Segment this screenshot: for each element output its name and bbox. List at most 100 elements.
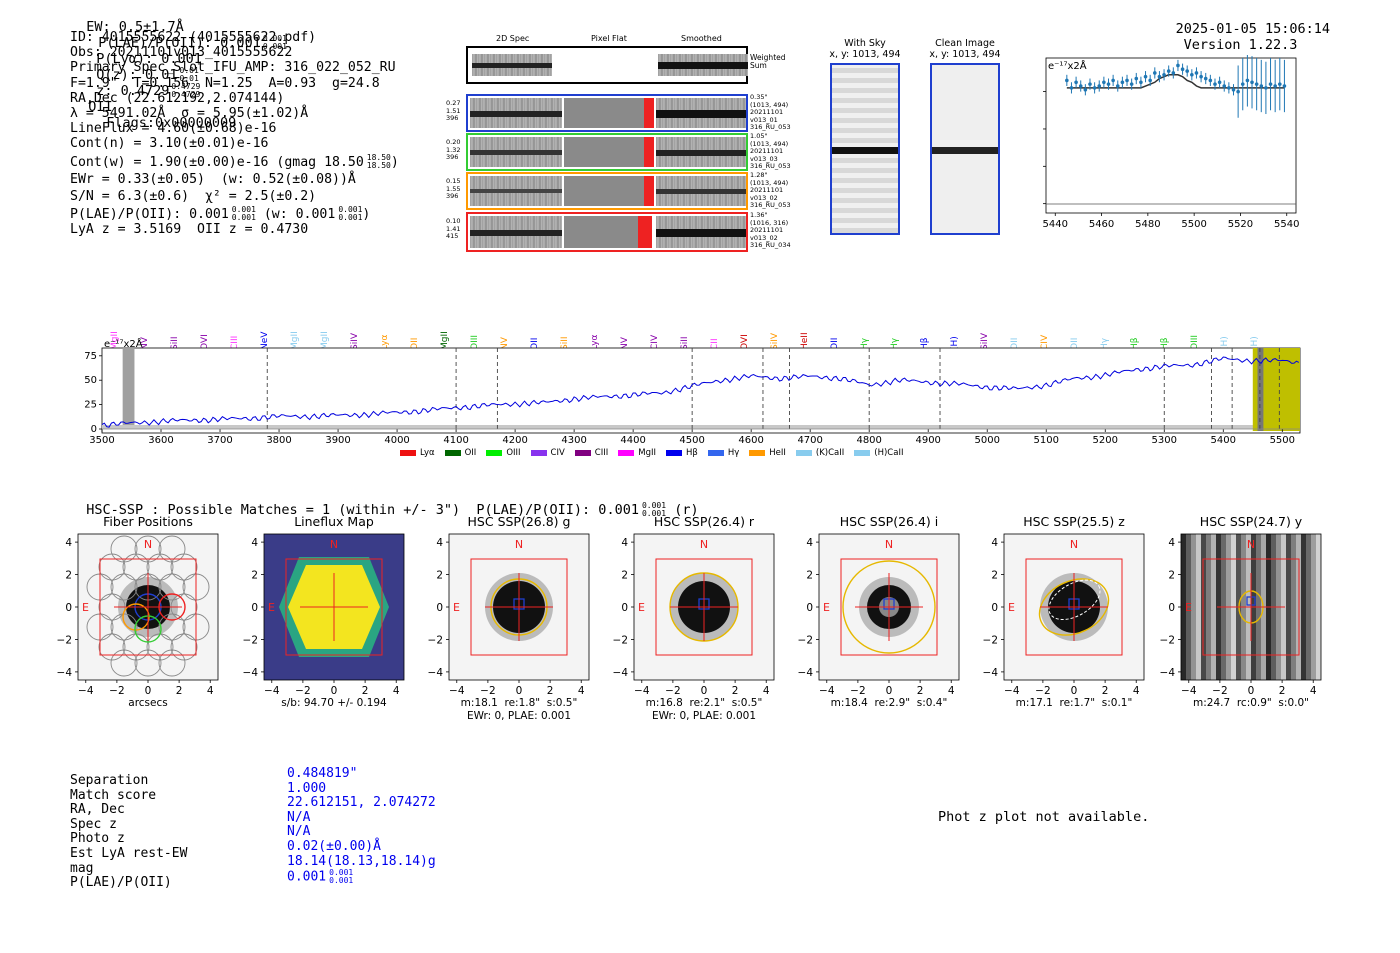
y-band-stripe xyxy=(1311,534,1316,680)
full-xtick-label: 4400 xyxy=(620,435,645,446)
zoom-point xyxy=(1185,69,1190,73)
cutout-row-1-right: 0.35" (1013, 494) 20211101 v013_01 316_RU_05… xyxy=(750,93,791,131)
panel-xtick-label: 2 xyxy=(732,685,739,697)
zoom-xtick-label: 5520 xyxy=(1228,219,1253,230)
header-plae-sup: 0.001 xyxy=(262,34,287,43)
panel-ytick-label: −4 xyxy=(1160,667,1176,679)
info-plae-w-sub: 0.001 xyxy=(338,213,363,223)
panel-ytick-label: 0 xyxy=(251,602,258,614)
match-value-score: 1.000 xyxy=(287,780,327,796)
north-label: N xyxy=(144,538,152,551)
with-sky-header: With Sky x, y: 1013, 494 xyxy=(826,38,904,60)
panel-xtick-label: 0 xyxy=(516,685,523,697)
header-timestamp: 2025-01-05 15:06:14 xyxy=(1175,21,1330,37)
col-pixel-flat: Pixel Flat xyxy=(591,34,627,43)
header-plya: P(Lyα): 0.001 xyxy=(96,51,202,67)
panel-caption: s/b: 94.70 +/- 0.194 xyxy=(281,697,387,709)
full-xtick-label: 3600 xyxy=(148,435,173,446)
y-band-stripe xyxy=(1301,534,1306,680)
panel-ytick-label: 4 xyxy=(621,537,628,549)
cutout-row-2-right: 1.05" (1013, 494) 20211101 v013_03 316_RU_05… xyxy=(750,132,791,170)
zoom-xtick-label: 5460 xyxy=(1089,219,1114,230)
info-plae-w: (w: 0.001 xyxy=(263,207,336,223)
zoom-point xyxy=(1282,84,1287,88)
fiber-circle xyxy=(110,535,138,563)
north-label: N xyxy=(700,538,708,551)
panel-xtick-label: 4 xyxy=(1133,685,1140,697)
east-label: E xyxy=(1185,601,1192,614)
spectra-cutouts: 2D Spec Pixel Flat Smoothed Weighted Sum… xyxy=(446,34,791,254)
info-contw-sub: 18.50 xyxy=(366,160,391,170)
panel-ytick-label: 2 xyxy=(1168,570,1175,582)
info-contn: Cont(n) = 3.10(±0.01)e-16 xyxy=(70,136,269,152)
info-plae: P(LAE)/P(OII): 0.001 xyxy=(70,207,229,223)
cutout-row-2-left: 0.20 1.32 396 xyxy=(446,138,461,161)
zoom-xticks: 5440 5460 5480 5500 5520 5540 xyxy=(1043,213,1299,230)
panel-title: HSC SSP(26.4) i xyxy=(839,514,939,529)
search-box xyxy=(840,558,938,656)
zoom-point xyxy=(1240,82,1245,86)
panel-caption: m:16.8 re:2.1" s:0.5" xyxy=(645,697,763,709)
full-spectrum-chart: e⁻¹⁷x2Å 0 25 50 75 3500 3600 3700 3800 3900 4000… xyxy=(84,337,1301,446)
search-box xyxy=(285,558,383,656)
panel-ytick-label: 0 xyxy=(991,602,998,614)
panel-ytick-label: 4 xyxy=(1168,537,1175,549)
zoom-point xyxy=(1273,84,1277,88)
zoom-point xyxy=(1236,89,1240,94)
panel-ytick-label: −2 xyxy=(1160,634,1175,646)
cutout-row-3-left: 0.15 1.55 396 xyxy=(446,177,461,200)
full-xtick-label: 3900 xyxy=(325,435,350,446)
panel-xtick-label: 4 xyxy=(207,685,214,697)
zoom-point xyxy=(1213,82,1217,86)
header-qz: Q(z): 0.01 xyxy=(96,67,178,83)
match-value-mag: 18.14(18.13,18.14)g xyxy=(287,853,436,869)
col-2d-spec: 2D Spec xyxy=(496,34,530,43)
legend-item: OII xyxy=(444,448,476,458)
panel-xtick-label: 4 xyxy=(578,685,585,697)
header-z-line: OII xyxy=(88,99,113,115)
east-label: E xyxy=(1008,601,1015,614)
match-values: 0.484819" 1.000 22.612151, 2.074272 N/A … xyxy=(287,766,436,886)
info-lyaz: LyA z = 3.5169 OII z = 0.4730 xyxy=(70,222,309,238)
panel-xtick-label: 2 xyxy=(1102,685,1109,697)
panel-ytick-label: −4 xyxy=(243,667,259,679)
header-qz-sub: 0.01 xyxy=(179,74,199,83)
info-primary: Primary Spec_Slot_IFU_AMP: 316_022_052_R… xyxy=(70,60,396,76)
north-label: N xyxy=(515,538,523,551)
full-ytick-label: 50 xyxy=(84,375,97,386)
fiber-circle xyxy=(170,633,198,661)
panel-xtick-label: 0 xyxy=(886,685,893,697)
fiber-circle xyxy=(158,573,186,601)
fiber-circle xyxy=(134,535,162,563)
col-smoothed: Smoothed xyxy=(681,34,722,43)
y-band-stripe xyxy=(1206,534,1211,680)
y-band-stripe xyxy=(1181,534,1186,680)
full-xtick-label: 4900 xyxy=(915,435,940,446)
header-ew: EW: 0.5±1.7Å xyxy=(86,19,184,35)
panel-ytick-label: −2 xyxy=(243,634,258,646)
full-spectrum-line xyxy=(101,356,1300,428)
zoom-point xyxy=(1088,82,1092,86)
panel-xtick-label: −4 xyxy=(634,685,650,697)
panel-xtick-label: −2 xyxy=(665,685,680,697)
search-box xyxy=(1025,558,1123,656)
zoom-spectrum-chart: e⁻¹⁷x2Å 0204060 5440 5460 5480 5500 5520 5540 xyxy=(1043,55,1299,230)
panel-xtick-label: 4 xyxy=(763,685,770,697)
zoom-point xyxy=(1231,87,1236,92)
match-plae-sub: 0.001 xyxy=(329,876,354,886)
fiber-orange xyxy=(122,603,150,631)
panel-ytick-label: 2 xyxy=(621,570,628,582)
panel-plot: N E −4 −4 −2 −2 0 0 2 2 4 4 xyxy=(428,533,590,697)
header-plae-sub: 0.001 xyxy=(262,42,287,51)
search-box xyxy=(470,558,568,656)
info-id: ID: 4015555622 (4015555622.pdf) xyxy=(70,30,317,45)
full-xtick-label: 3500 xyxy=(89,435,114,446)
weighted-sum-row xyxy=(466,46,748,84)
panel-xtick-label: −2 xyxy=(109,685,124,697)
legend-item: (H)CaII xyxy=(854,448,903,458)
legend-item: (K)CaII xyxy=(795,448,844,458)
zoom-point xyxy=(1129,82,1134,86)
clean-image-header: Clean Image x, y: 1013, 494 xyxy=(926,38,1004,60)
legend-swatch xyxy=(707,449,724,456)
panel-1: Fiber Positions N E −4 −4 −2 −2 0 0 2 2 4 4 arcsecs xyxy=(38,512,268,727)
